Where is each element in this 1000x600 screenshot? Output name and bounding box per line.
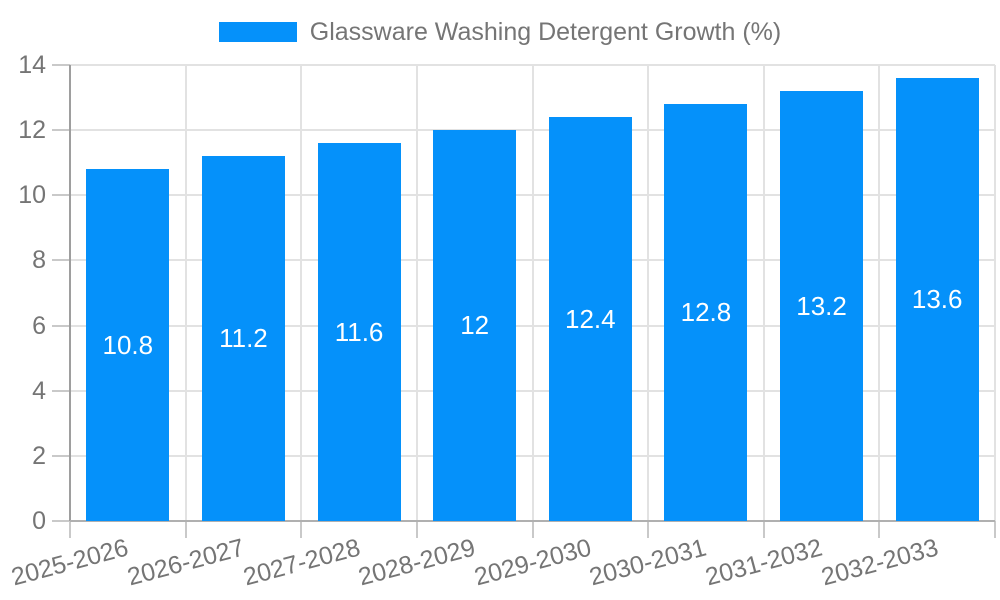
- bar[interactable]: 13.6: [895, 78, 979, 521]
- chart-legend: Glassware Washing Detergent Growth (%): [0, 18, 1000, 46]
- y-tick-label: 6: [32, 311, 46, 340]
- y-axis-tick: [52, 259, 70, 262]
- x-axis-baseline: [70, 520, 995, 522]
- bar-value-label: 11.6: [334, 316, 384, 347]
- bar-value-label: 13.6: [911, 284, 963, 314]
- x-axis-tick: [994, 521, 996, 538]
- y-tick-label: 8: [32, 246, 46, 275]
- x-tick-label: 2030-2031: [586, 533, 710, 592]
- bar-value-label: 10.8: [102, 329, 154, 360]
- y-tick-label: 12: [18, 116, 46, 145]
- x-axis-tick: [647, 521, 650, 538]
- x-axis-tick: [531, 521, 534, 538]
- y-axis-tick: [52, 129, 70, 132]
- v-gridline: [762, 65, 765, 521]
- v-gridline: [300, 65, 303, 521]
- bar[interactable]: 12: [433, 130, 517, 521]
- bar-value-label: 12: [460, 310, 490, 341]
- y-tick-label: 14: [18, 51, 46, 79]
- v-gridline: [647, 65, 650, 521]
- x-axis-tick: [184, 521, 187, 538]
- x-axis-tick: [69, 521, 71, 538]
- v-gridline: [531, 65, 534, 521]
- bar[interactable]: 11.6: [317, 143, 401, 521]
- y-tick-label: 10: [18, 181, 46, 210]
- bar[interactable]: 12.4: [548, 117, 632, 521]
- y-axis-tick: [52, 194, 70, 197]
- x-tick-label: 2029-2030: [471, 533, 594, 592]
- legend-swatch: [218, 22, 297, 42]
- bar-value-label: 12.8: [680, 297, 732, 328]
- x-tick-label: 2032-2033: [818, 533, 941, 592]
- bar-value-label: 11.2: [219, 323, 268, 354]
- x-tick-label: 2026-2027: [124, 533, 248, 592]
- v-gridline: [878, 65, 881, 521]
- y-axis-tick: [52, 454, 70, 457]
- x-tick-label: 2025-2026: [8, 533, 132, 592]
- x-tick-label: 2028-2029: [355, 533, 479, 592]
- bar[interactable]: 11.2: [201, 156, 285, 521]
- x-axis-tick: [415, 521, 418, 538]
- y-axis-tick: [52, 389, 70, 392]
- x-axis-tick: [300, 521, 303, 538]
- v-gridline: [994, 65, 996, 521]
- legend-label: Glassware Washing Detergent Growth (%): [309, 17, 782, 46]
- y-axis-tick: [52, 64, 70, 66]
- bar[interactable]: 10.8: [86, 169, 170, 521]
- x-tick-label: 2027-2028: [239, 533, 363, 592]
- x-axis-tick: [762, 521, 765, 538]
- y-axis-line: [69, 65, 71, 521]
- y-tick-label: 4: [32, 376, 46, 405]
- v-gridline: [184, 65, 187, 521]
- y-axis-tick: [52, 520, 70, 522]
- y-axis-tick: [52, 324, 70, 327]
- x-axis-tick: [878, 521, 881, 538]
- bar[interactable]: 13.2: [780, 91, 864, 521]
- y-tick-label: 2: [32, 441, 46, 470]
- v-gridline: [415, 65, 418, 521]
- bar[interactable]: 12.8: [664, 104, 748, 521]
- y-tick-label: 0: [32, 507, 46, 535]
- bar-value-label: 13.2: [796, 290, 847, 321]
- bar-value-label: 12.4: [565, 303, 616, 334]
- x-tick-label: 2031-2032: [702, 533, 826, 592]
